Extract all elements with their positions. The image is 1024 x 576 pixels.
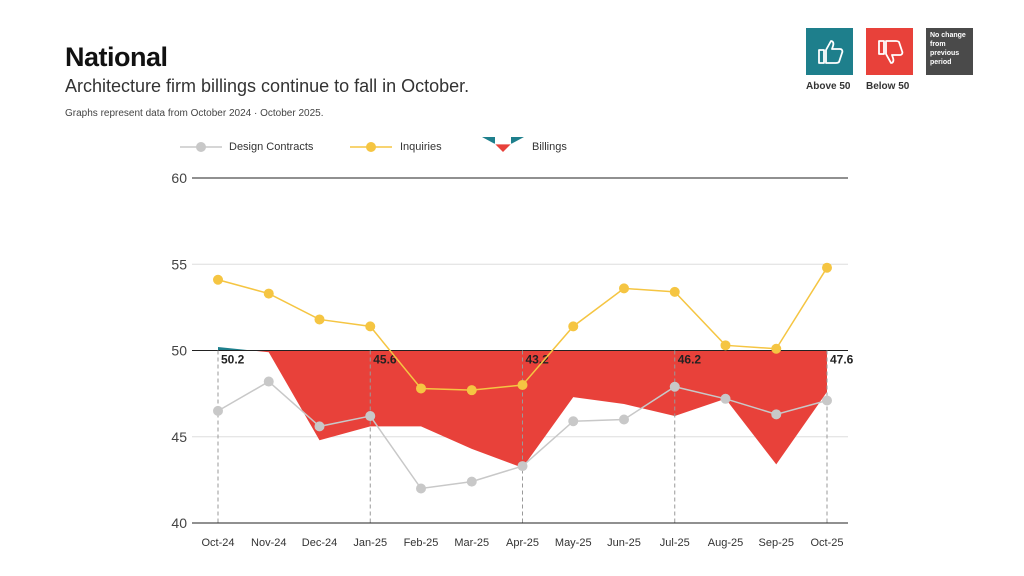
design-contracts-point-4 (416, 483, 426, 494)
data-range-note: Graphs represent data from October 2024 … (65, 108, 324, 119)
no-change-label: No change from previous period (930, 32, 966, 66)
legend-design-contracts-swatch (180, 142, 222, 152)
legend-inquiries-swatch (350, 142, 392, 152)
design-contracts-point-0 (213, 405, 223, 416)
y-tick-label-60: 60 (171, 170, 187, 186)
design-contracts-point-3 (365, 411, 376, 422)
x-tick-label-2: Dec-24 (302, 537, 337, 549)
x-tick-label-11: Sep-25 (759, 537, 794, 549)
inquiries-point-0 (213, 274, 223, 285)
x-tick-label-5: Mar-25 (454, 537, 489, 549)
billings-area-below-0 (251, 350, 828, 468)
legend-billings-swatch (482, 137, 524, 152)
annotation-label-3: 45.6 (373, 353, 397, 367)
design-contracts-point-10 (720, 393, 731, 404)
legend-inquiries: Inquiries (350, 136, 442, 158)
design-contracts-point-5 (466, 476, 477, 487)
x-tick-label-10: Aug-25 (708, 537, 743, 549)
thumbs-down-icon (877, 39, 903, 64)
legend-inquiries-label: Inquiries (400, 141, 442, 153)
design-contracts-point-6 (517, 461, 528, 472)
inquiries-point-7 (568, 321, 579, 332)
inquiries-point-6 (517, 380, 528, 390)
x-tick-label-3: Jan-25 (353, 537, 387, 549)
above-50-box (806, 28, 853, 75)
design-contracts-point-11 (771, 409, 782, 420)
billings-area-above-0 (218, 347, 252, 351)
inquiries-point-9 (669, 286, 680, 297)
x-tick-label-6: Apr-25 (506, 537, 539, 549)
x-tick-label-7: May-25 (555, 537, 592, 549)
inquiries-point-1 (263, 288, 274, 299)
inquiries-point-4 (416, 383, 426, 394)
design-contracts-point-7 (568, 416, 579, 427)
x-tick-label-8: Jun-25 (607, 537, 641, 549)
x-tick-label-1: Nov-24 (251, 537, 286, 549)
page-title: National (65, 42, 168, 72)
annotation-label-0: 50.2 (221, 353, 245, 367)
design-contracts-point-1 (263, 376, 274, 387)
legend-design-contracts-label: Design Contracts (229, 141, 314, 153)
inquiries-point-2 (314, 314, 325, 325)
x-tick-label-9: Jul-25 (660, 537, 690, 549)
annotation-label-9: 46.2 (678, 353, 702, 367)
x-tick-label-0: Oct-24 (201, 537, 234, 549)
below-50-box (866, 28, 913, 75)
x-tick-label-12: Oct-25 (810, 537, 843, 549)
design-contracts-point-2 (314, 421, 325, 432)
below-50-label: Below 50 (866, 81, 910, 92)
y-tick-label-45: 45 (171, 429, 187, 445)
y-tick-label-55: 55 (171, 256, 187, 272)
y-tick-label-50: 50 (171, 343, 187, 359)
inquiries-point-11 (771, 343, 782, 354)
annotation-label-12: 47.6 (830, 353, 854, 367)
legend-design-contracts: Design Contracts (180, 136, 313, 158)
above-50-label: Above 50 (806, 81, 851, 92)
inquiries-point-12 (822, 262, 832, 273)
design-contracts-point-9 (669, 381, 680, 392)
inquiries-point-10 (720, 340, 731, 351)
inquiries-point-8 (619, 283, 629, 294)
legend-billings: Billings (482, 136, 567, 158)
x-tick-label-4: Feb-25 (404, 537, 439, 549)
inquiries-point-5 (466, 385, 477, 396)
design-contracts-point-8 (619, 414, 629, 425)
no-change-box: No change from previous period (926, 28, 973, 75)
inquiries-point-3 (365, 321, 376, 332)
annotation-label-6: 43.2 (526, 353, 550, 367)
legend-billings-label: Billings (532, 141, 567, 153)
design-contracts-point-12 (822, 395, 832, 406)
page-subtitle: Architecture firm billings continue to f… (65, 76, 470, 96)
y-tick-label-40: 40 (171, 515, 187, 531)
thumbs-up-icon (817, 39, 843, 64)
